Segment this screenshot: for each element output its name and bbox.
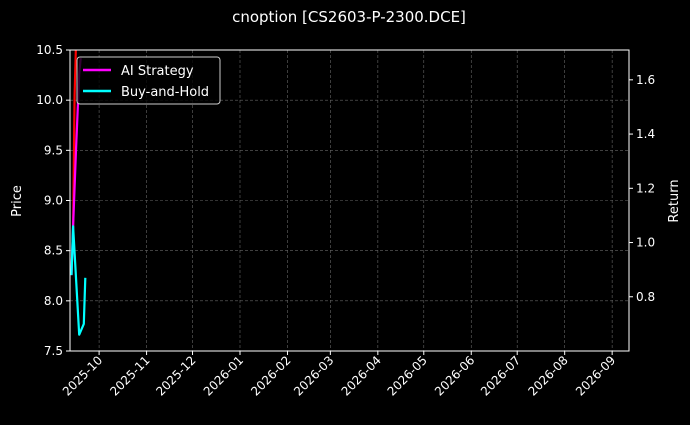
- y-tick-label-left: 10.5: [36, 43, 63, 57]
- chart-title: cnoption [CS2603-P-2300.DCE]: [232, 8, 466, 26]
- y-tick-label-right: 0.8: [636, 290, 655, 304]
- y-axis-label-right: Return: [667, 179, 682, 222]
- x-tick-label: 2026-02: [248, 353, 293, 398]
- y-tick-label-left: 10.0: [36, 93, 63, 107]
- x-tick-label: 2026-06: [432, 353, 477, 398]
- x-tick-label: 2025-12: [153, 353, 198, 398]
- y-tick-label-left: 7.5: [44, 344, 63, 358]
- legend-label-ai-strategy: AI Strategy: [121, 64, 194, 79]
- x-tick-label: 2026-03: [291, 353, 336, 398]
- y-tick-label-left: 8.0: [44, 294, 63, 308]
- x-tick-label: 2026-05: [385, 353, 430, 398]
- y-tick-label-left: 9.5: [44, 143, 63, 157]
- x-tick-label: 2026-09: [573, 353, 618, 398]
- y-axis-label-left: Price: [10, 185, 25, 217]
- y-tick-label-left: 8.5: [44, 244, 63, 258]
- x-tick-label: 2026-04: [339, 353, 384, 398]
- x-tick-label: 2025-10: [60, 353, 105, 398]
- series-line-price: [72, 50, 77, 229]
- x-tick-label: 2026-08: [525, 353, 570, 398]
- y-tick-label-right: 1.2: [636, 181, 655, 195]
- y-tick-label-right: 1.0: [636, 236, 655, 250]
- x-tick-label: 2025-11: [107, 353, 152, 398]
- x-tick-label: 2026-01: [201, 353, 246, 398]
- y-tick-label-right: 1.4: [636, 127, 655, 141]
- legend-label-buy-and-hold: Buy-and-Hold: [121, 85, 209, 100]
- x-tick-label: 2026-07: [478, 353, 523, 398]
- series-line-buy-and-hold: [70, 225, 87, 336]
- y-tick-label-right: 1.6: [636, 73, 655, 87]
- y-tick-label-left: 9.0: [44, 194, 63, 208]
- legend: AI Strategy Buy-and-Hold: [76, 56, 221, 105]
